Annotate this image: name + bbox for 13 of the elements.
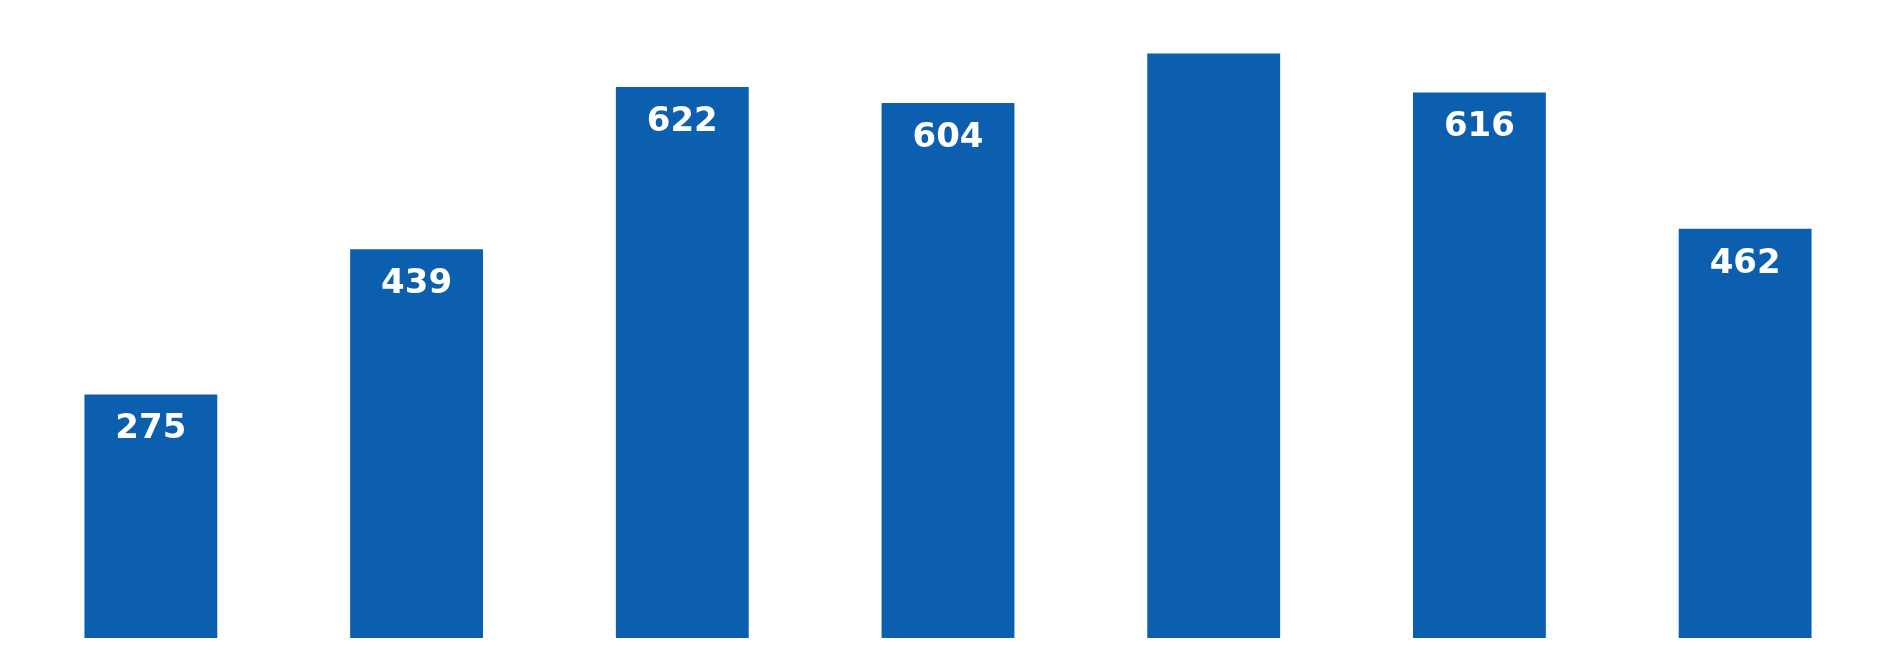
bar (615, 87, 749, 638)
bar (881, 103, 1015, 638)
bar (1147, 53, 1281, 638)
bar (1413, 92, 1546, 638)
bar (84, 394, 218, 638)
data-label: 462 (1709, 240, 1781, 281)
data-label: 439 (381, 261, 453, 301)
data-label: 604 (912, 114, 984, 155)
data-label: 616 (1443, 104, 1515, 145)
data-label: 622 (646, 98, 718, 139)
bar (1678, 228, 1812, 638)
data-label: 275 (115, 406, 187, 447)
bar (350, 249, 483, 638)
